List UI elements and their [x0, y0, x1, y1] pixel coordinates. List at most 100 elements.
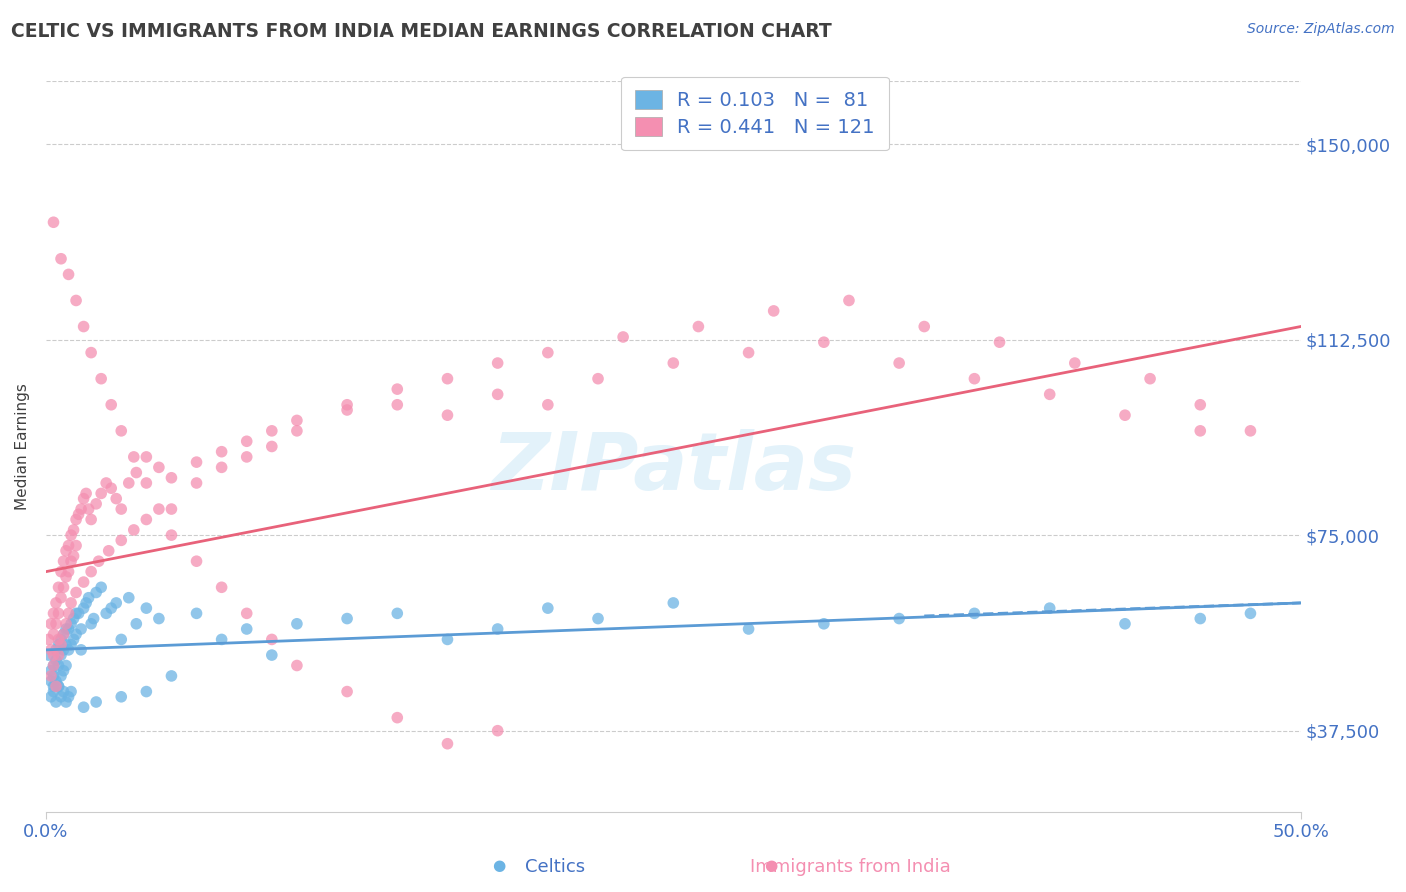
Point	[42, 607, 65, 621]
Point	[42, 215, 65, 229]
Point	[285, 424, 308, 438]
Point	[55, 695, 77, 709]
Point	[45, 674, 67, 689]
Point	[135, 450, 157, 464]
Point	[260, 440, 283, 454]
Point	[80, 616, 103, 631]
Point	[387, 711, 409, 725]
Point	[48, 607, 70, 621]
Point	[96, 607, 118, 621]
Text: ZIPatlas: ZIPatlas	[491, 429, 856, 508]
Point	[387, 607, 409, 621]
Point	[486, 387, 509, 401]
Point	[235, 450, 257, 464]
Point	[72, 700, 94, 714]
Point	[838, 293, 860, 308]
Point	[1114, 616, 1136, 631]
Point	[80, 512, 103, 526]
Point	[1039, 601, 1062, 615]
Point	[100, 601, 122, 615]
Point	[65, 293, 87, 308]
Point	[211, 460, 233, 475]
Point	[110, 690, 132, 704]
Point	[72, 601, 94, 615]
Point	[96, 475, 118, 490]
Point	[55, 638, 77, 652]
Point	[110, 632, 132, 647]
Point	[688, 319, 710, 334]
Point	[387, 398, 409, 412]
Point	[49, 690, 72, 704]
Point	[60, 638, 83, 652]
Point	[80, 345, 103, 359]
Point	[58, 622, 80, 636]
Point	[988, 335, 1011, 350]
Point	[336, 398, 359, 412]
Point	[75, 596, 97, 610]
Point	[65, 607, 87, 621]
Point	[963, 372, 986, 386]
Point	[70, 622, 93, 636]
Point	[1189, 611, 1212, 625]
Point	[100, 398, 122, 412]
Point	[52, 684, 75, 698]
Point	[70, 643, 93, 657]
Point	[211, 580, 233, 594]
Point	[1189, 398, 1212, 412]
Point	[58, 539, 80, 553]
Point	[49, 565, 72, 579]
Point	[60, 684, 83, 698]
Point	[52, 627, 75, 641]
Point	[186, 475, 208, 490]
Point	[135, 475, 157, 490]
Point	[62, 549, 84, 563]
Point	[1063, 356, 1085, 370]
Point	[70, 502, 93, 516]
Point	[39, 669, 62, 683]
Point	[148, 460, 170, 475]
Point	[60, 528, 83, 542]
Point	[148, 502, 170, 516]
Point	[65, 539, 87, 553]
Point	[60, 596, 83, 610]
Point	[49, 648, 72, 662]
Point	[39, 616, 62, 631]
Point	[436, 372, 458, 386]
Point	[125, 616, 148, 631]
Point	[52, 627, 75, 641]
Point	[80, 565, 103, 579]
Point	[42, 648, 65, 662]
Point	[90, 372, 112, 386]
Point	[52, 643, 75, 657]
Point	[110, 424, 132, 438]
Point	[39, 643, 62, 657]
Point	[72, 319, 94, 334]
Point	[110, 533, 132, 548]
Point	[45, 596, 67, 610]
Point	[84, 695, 107, 709]
Point	[486, 723, 509, 738]
Point	[65, 512, 87, 526]
Point	[67, 508, 90, 522]
Point	[211, 632, 233, 647]
Point	[77, 502, 100, 516]
Point	[55, 658, 77, 673]
Point	[235, 607, 257, 621]
Point	[37, 632, 59, 647]
Point	[97, 543, 120, 558]
Point	[62, 611, 84, 625]
Point	[662, 596, 685, 610]
Point	[122, 450, 145, 464]
Point	[39, 674, 62, 689]
Point	[586, 372, 609, 386]
Point	[45, 679, 67, 693]
Text: CELTIC VS IMMIGRANTS FROM INDIA MEDIAN EARNINGS CORRELATION CHART: CELTIC VS IMMIGRANTS FROM INDIA MEDIAN E…	[11, 22, 832, 41]
Point	[37, 648, 59, 662]
Point	[486, 356, 509, 370]
Point	[84, 497, 107, 511]
Point	[49, 632, 72, 647]
Point	[118, 475, 141, 490]
Point	[135, 684, 157, 698]
Point	[387, 382, 409, 396]
Point	[889, 356, 911, 370]
